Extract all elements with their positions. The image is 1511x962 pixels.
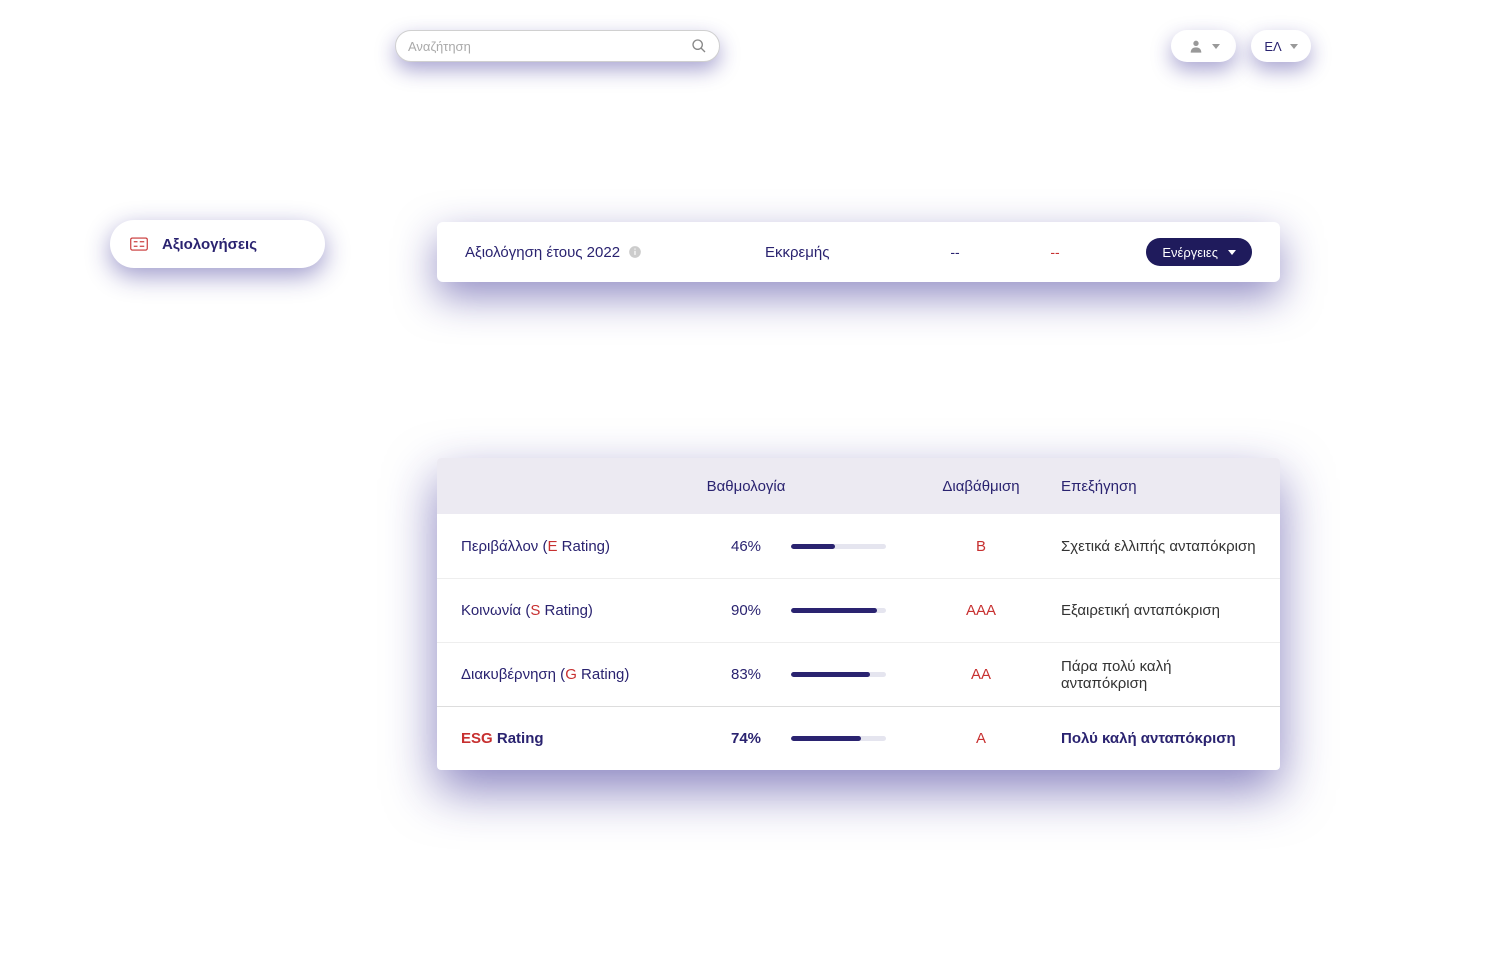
row-bar bbox=[791, 608, 911, 613]
assessment-title-wrap: Αξιολόγηση έτους 2022 bbox=[465, 244, 765, 261]
ratings-header: Βαθμολογία Διαβάθμιση Επεξήγηση bbox=[437, 458, 1280, 514]
assessment-title: Αξιολόγηση έτους 2022 bbox=[465, 244, 620, 261]
ratings-row: Περιβάλλον (E Rating)46% BΣχετικά ελλιπής… bbox=[437, 514, 1280, 578]
language-selector[interactable]: ΕΛ bbox=[1251, 30, 1311, 62]
header-explain: Επεξήγηση bbox=[1051, 478, 1256, 495]
ratings-panel: Βαθμολογία Διαβάθμιση Επεξήγηση Περιβάλλ… bbox=[437, 458, 1280, 770]
actions-label: Ενέργειες bbox=[1162, 245, 1218, 260]
row-score: 83% bbox=[701, 666, 791, 683]
row-name: Περιβάλλον (E Rating) bbox=[461, 538, 701, 555]
row-name: Διακυβέρνηση (G Rating) bbox=[461, 666, 701, 683]
sidebar-item-label: Αξιολογήσεις bbox=[162, 236, 257, 253]
row-name: Κοινωνία (S Rating) bbox=[461, 602, 701, 619]
row-score: 46% bbox=[701, 538, 791, 555]
header-grade: Διαβάθμιση bbox=[911, 478, 1051, 495]
assessment-status: Εκκρεμής bbox=[765, 244, 905, 261]
chevron-down-icon bbox=[1212, 44, 1220, 49]
search-input[interactable] bbox=[408, 39, 691, 54]
row-score: 90% bbox=[701, 602, 791, 619]
row-explain: Πολύ καλή ανταπόκριση bbox=[1051, 730, 1256, 747]
sidebar-item-assessments[interactable]: Αξιολογήσεις bbox=[110, 220, 325, 268]
row-explain: Εξαιρετική ανταπόκριση bbox=[1051, 602, 1256, 619]
row-explain: Πάρα πολύ καλή ανταπόκριση bbox=[1051, 658, 1256, 692]
assessment-col4: -- bbox=[1005, 244, 1105, 260]
header-score: Βαθμολογία bbox=[701, 478, 791, 495]
info-icon[interactable] bbox=[628, 245, 642, 259]
language-label: ΕΛ bbox=[1264, 39, 1281, 54]
row-grade: AAA bbox=[911, 602, 1051, 619]
row-bar bbox=[791, 544, 911, 549]
search-icon bbox=[691, 38, 707, 54]
ratings-row: ESG Rating74% AΠολύ καλή ανταπόκριση bbox=[437, 706, 1280, 770]
assessment-card: Αξιολόγηση έτους 2022 Εκκρεμής -- -- Ενέ… bbox=[437, 222, 1280, 282]
actions-button[interactable]: Ενέργειες bbox=[1146, 238, 1252, 266]
user-menu[interactable] bbox=[1171, 30, 1236, 62]
row-grade: B bbox=[911, 538, 1051, 555]
search-container[interactable] bbox=[395, 30, 720, 62]
row-grade: A bbox=[911, 730, 1051, 747]
row-explain: Σχετικά ελλιπής ανταπόκριση bbox=[1051, 538, 1256, 555]
row-grade: AA bbox=[911, 666, 1051, 683]
user-icon bbox=[1188, 38, 1204, 54]
top-bar: ΕΛ bbox=[0, 30, 1511, 70]
row-name: ESG Rating bbox=[461, 730, 701, 747]
row-score: 74% bbox=[701, 730, 791, 747]
ratings-row: Κοινωνία (S Rating)90% AAAΕξαιρετική αντα… bbox=[437, 578, 1280, 642]
ratings-row: Διακυβέρνηση (G Rating)83% AAΠάρα πολύ κα… bbox=[437, 642, 1280, 706]
list-icon bbox=[130, 237, 148, 251]
assessment-col3: -- bbox=[905, 244, 1005, 260]
row-bar bbox=[791, 672, 911, 677]
chevron-down-icon bbox=[1228, 250, 1236, 255]
row-bar bbox=[791, 736, 911, 741]
chevron-down-icon bbox=[1290, 44, 1298, 49]
